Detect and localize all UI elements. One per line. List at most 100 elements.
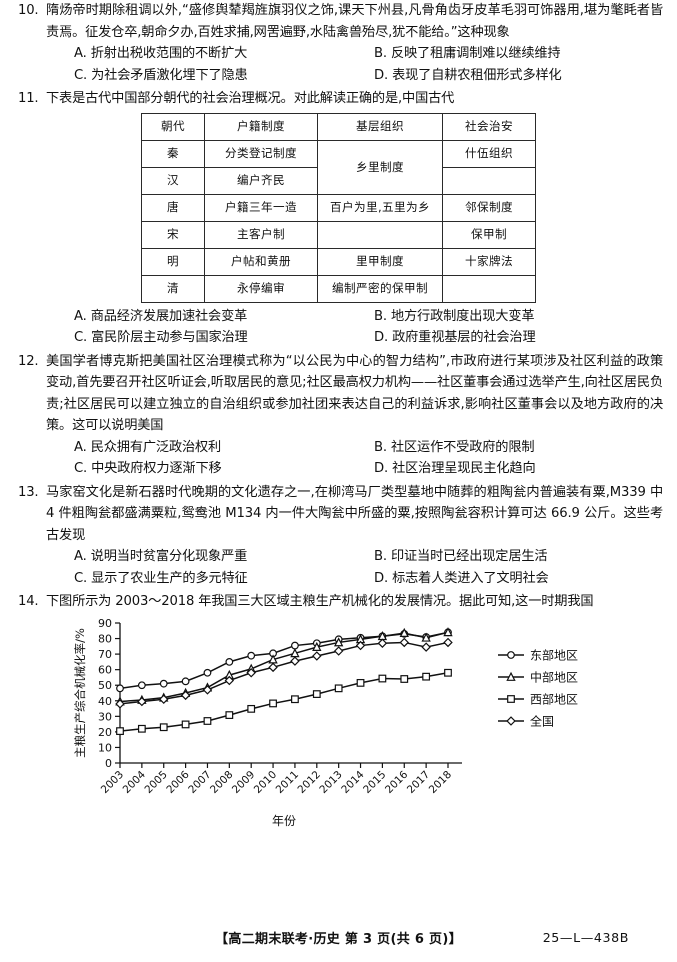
series-line-中部地区 (119, 631, 449, 702)
series-point-中部地区 (421, 632, 431, 642)
x-tick-label: 2015 (361, 768, 388, 795)
question-12-option-c[interactable]: C. 中央政府权力逐渐下移 (74, 461, 222, 476)
table-row: 汉 编户齐民 (141, 166, 536, 195)
question-12-option-b[interactable]: B. 社区运作不受政府的限制 (374, 439, 535, 455)
mechanization-line-chart: 0 10 20 30 40 50 60 70 80 90 主粮生产综合机械化率/% 2003 2004 2… (0, 615, 677, 847)
cell-grassroots: 编制严密的保甲制 (317, 274, 443, 303)
series-point-西部地区 (203, 716, 212, 725)
series-point-西部地区 (116, 726, 124, 735)
series-point-全国 (333, 645, 344, 656)
option-row: C. 中央政府权力逐渐下移 D. 社区治理呈现民主化趋向 (74, 458, 663, 480)
legend-marker-西部地区 (507, 694, 515, 703)
series-point-东部地区 (203, 668, 212, 677)
x-tick-label: 2008 (208, 768, 235, 795)
footer-code: 25—L—438B (542, 929, 629, 945)
series-point-西部地区 (356, 678, 365, 687)
question-13: 13. 马家窑文化是新石器时代晚期的文化遗存之一,在柳湾马厂类型墓地中随葬的粗陶… (0, 482, 677, 590)
series-point-西部地区 (225, 710, 234, 719)
question-10-number: 10. (18, 3, 39, 18)
y-tick-label: 50 (98, 679, 112, 692)
question-10-option-c[interactable]: C. 为社会矛盾激化埋下了隐患 (74, 67, 248, 83)
series-point-全国 (268, 662, 278, 672)
table-row: 秦 分类登记制度 乡里制度 什伍组织 (141, 139, 536, 195)
cell-security: 邻保制度 (442, 193, 536, 222)
question-13-stem: 马家窑文化是新石器时代晚期的文化遗存之一,在柳湾马厂类型墓地中随葬的粗陶瓮内普遍… (46, 484, 663, 543)
series-point-全国 (224, 675, 235, 685)
question-11-options: A. 商品经济发展加速社会变革 B. 地方行政制度出现大变革 C. 富民阶层主动… (46, 306, 663, 349)
question-13-option-d[interactable]: D. 标志着人类进入了文明社会 (374, 570, 549, 586)
series-point-全国 (180, 690, 191, 700)
legend-marker-东部地区 (507, 650, 515, 659)
question-11-option-c[interactable]: C. 富民阶层主动参与国家治理 (74, 330, 248, 345)
question-12-option-a[interactable]: A. 民众拥有广泛政治权利 (74, 439, 222, 455)
y-tick-label: 30 (98, 710, 112, 723)
question-12-options: A. 民众拥有广泛政治权利 B. 社区运作不受政府的限制 C. 中央政府权力逐渐… (46, 437, 663, 480)
series-point-中部地区 (333, 636, 344, 646)
cell-dynasty: 秦 (141, 139, 205, 168)
table-header-dynasty: 朝代 (141, 112, 205, 141)
series-point-西部地区 (137, 724, 146, 733)
question-13-option-c[interactable]: C. 显示了农业生产的多元特征 (74, 570, 248, 586)
x-tick-label: 2014 (339, 768, 367, 796)
question-12: 12. 美国学者博克斯把美国社区治理模式称为“以公民为中心的智力结构”,市政府进… (0, 351, 677, 480)
legend-marker-中部地区 (506, 671, 516, 681)
question-13-options: A. 说明当时贫富分化现象严重 B. 印证当时已经出现定居生活 C. 显示了农业… (46, 546, 663, 589)
series-point-全国 (421, 641, 431, 652)
x-tick-label: 2016 (383, 768, 411, 796)
page-footer: 【高二期末联考·历史 第 3 页(共 6 页)】 25—L—438B (0, 926, 677, 948)
series-point-西部地区 (378, 674, 387, 682)
cell-dynasty: 明 (141, 247, 205, 276)
question-10-option-d[interactable]: D. 表现了自耕农租佃形式多样化 (374, 67, 562, 83)
cell-household: 户帖和黄册 (204, 247, 318, 276)
question-11-number: 11. (18, 91, 39, 106)
question-11-option-b[interactable]: B. 地方行政制度出现大变革 (374, 308, 535, 324)
series-point-中部地区 (312, 641, 322, 651)
question-11-option-d[interactable]: D. 政府重视基层的社会治理 (374, 330, 536, 345)
cell-household: 主客户制 (204, 220, 318, 249)
legend-label-中部地区: 中部地区 (530, 669, 578, 684)
y-tick-label: 20 (98, 725, 112, 738)
series-point-全国 (115, 698, 125, 709)
table-row: 宋 主客户制 保甲制 (141, 220, 536, 249)
x-tick-label: 2004 (121, 768, 149, 796)
x-tick-label: 2010 (252, 768, 279, 795)
series-point-全国 (246, 667, 256, 678)
series-point-全国 (399, 637, 410, 647)
series-point-西部地区 (400, 674, 409, 683)
x-tick-label: 2009 (230, 768, 257, 795)
x-tick-label: 2006 (164, 768, 192, 796)
table-row: 清 永停编审 编制严密的保甲制 (141, 274, 536, 303)
series-point-西部地区 (159, 722, 168, 731)
x-tick-label: 2017 (405, 768, 432, 795)
series-point-西部地区 (181, 720, 190, 728)
x-tick-label: 2007 (186, 768, 213, 795)
question-10-option-a[interactable]: A. 折射出税收范围的不断扩大 (74, 46, 248, 61)
y-axis-title: 主粮生产综合机械化率/% (73, 628, 87, 758)
cell-security: 保甲制 (442, 220, 536, 249)
series-point-全国 (290, 655, 300, 666)
x-tick-label: 2011 (274, 768, 301, 795)
footer-title: 【高二期末联考·历史 第 3 页(共 6 页)】 (215, 931, 462, 947)
series-point-西部地区 (422, 672, 431, 681)
question-11-table-wrap: 朝代 户籍制度 基层组织 社会治安 秦 分类登记制度 乡里制度 什伍组织 汉 编… (0, 112, 677, 303)
option-row: A. 商品经济发展加速社会变革 B. 地方行政制度出现大变革 (74, 306, 663, 328)
table-row: 唐 户籍三年一造 百户为里,五里为乡 邻保制度 (141, 193, 536, 222)
question-12-option-d[interactable]: D. 社区治理呈现民主化趋向 (374, 461, 536, 476)
cell-security: 什伍组织 (442, 139, 536, 168)
y-tick-label: 70 (98, 648, 112, 661)
series-point-西部地区 (444, 668, 452, 677)
cell-dynasty: 汉 (141, 166, 205, 195)
series-point-西部地区 (334, 683, 343, 692)
cell-grassroots (317, 220, 443, 249)
y-tick-label: 40 (98, 694, 112, 707)
question-13-option-b[interactable]: B. 印证当时已经出现定居生活 (374, 549, 548, 564)
question-13-number: 13. (18, 484, 39, 500)
question-13-option-a[interactable]: A. 说明当时贫富分化现象严重 (74, 549, 248, 564)
cell-household: 分类登记制度 (204, 139, 318, 168)
question-10-option-b[interactable]: B. 反映了租庸调制难以继续维持 (374, 46, 561, 61)
question-11-option-a[interactable]: A. 商品经济发展加速社会变革 (74, 308, 248, 324)
series-point-东部地区 (225, 657, 234, 666)
series-point-东部地区 (291, 641, 299, 649)
y-tick-label: 10 (98, 741, 112, 754)
